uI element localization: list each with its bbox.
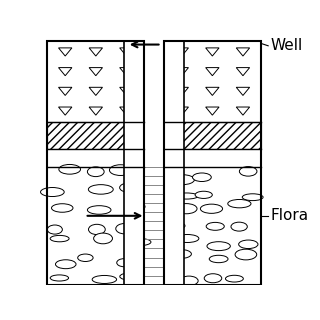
Ellipse shape xyxy=(228,199,251,208)
Ellipse shape xyxy=(204,274,222,283)
Polygon shape xyxy=(206,68,219,76)
Ellipse shape xyxy=(50,236,69,242)
Bar xyxy=(164,149,261,166)
Bar xyxy=(47,149,144,166)
Bar xyxy=(164,166,261,285)
Ellipse shape xyxy=(117,259,132,267)
Polygon shape xyxy=(89,87,102,95)
Ellipse shape xyxy=(109,165,132,175)
Ellipse shape xyxy=(195,191,212,198)
Polygon shape xyxy=(120,107,133,115)
Polygon shape xyxy=(89,107,102,115)
Bar xyxy=(47,41,144,122)
Ellipse shape xyxy=(170,175,194,185)
Ellipse shape xyxy=(78,254,93,261)
Ellipse shape xyxy=(127,238,151,246)
Ellipse shape xyxy=(120,183,138,192)
Polygon shape xyxy=(59,48,72,56)
Polygon shape xyxy=(59,68,72,76)
Polygon shape xyxy=(236,48,250,56)
Ellipse shape xyxy=(52,204,73,212)
Polygon shape xyxy=(89,48,102,56)
Polygon shape xyxy=(59,87,72,95)
Polygon shape xyxy=(206,48,219,56)
Ellipse shape xyxy=(209,255,228,263)
Ellipse shape xyxy=(41,188,64,196)
Text: Flora: Flora xyxy=(271,208,309,223)
Ellipse shape xyxy=(175,193,198,199)
Ellipse shape xyxy=(206,222,224,230)
Bar xyxy=(144,41,164,166)
Polygon shape xyxy=(175,87,188,95)
Ellipse shape xyxy=(239,167,257,176)
Ellipse shape xyxy=(47,225,62,234)
Ellipse shape xyxy=(88,185,113,194)
Ellipse shape xyxy=(176,235,199,243)
Bar xyxy=(164,41,261,285)
Bar xyxy=(47,166,144,285)
Ellipse shape xyxy=(87,167,104,177)
Ellipse shape xyxy=(50,275,68,281)
Ellipse shape xyxy=(116,223,134,234)
Polygon shape xyxy=(236,107,250,115)
Polygon shape xyxy=(175,68,188,76)
Text: Well: Well xyxy=(271,38,303,53)
Ellipse shape xyxy=(207,242,230,251)
Ellipse shape xyxy=(87,206,111,214)
Polygon shape xyxy=(59,107,72,115)
Polygon shape xyxy=(120,87,133,95)
Polygon shape xyxy=(120,48,133,56)
Ellipse shape xyxy=(226,275,243,282)
Ellipse shape xyxy=(55,260,76,269)
Bar xyxy=(164,122,261,149)
Polygon shape xyxy=(206,87,219,95)
Polygon shape xyxy=(206,107,219,115)
Bar xyxy=(164,41,261,122)
Bar xyxy=(47,41,144,285)
Polygon shape xyxy=(175,48,188,56)
Ellipse shape xyxy=(130,203,145,210)
Polygon shape xyxy=(175,107,188,115)
Polygon shape xyxy=(120,68,133,76)
Polygon shape xyxy=(236,68,250,76)
Ellipse shape xyxy=(94,233,112,244)
Ellipse shape xyxy=(242,194,263,201)
Ellipse shape xyxy=(175,204,197,214)
Ellipse shape xyxy=(92,276,116,284)
Bar xyxy=(164,41,184,285)
Ellipse shape xyxy=(235,249,257,260)
Ellipse shape xyxy=(231,222,247,231)
Ellipse shape xyxy=(193,173,211,181)
Ellipse shape xyxy=(169,250,191,259)
Ellipse shape xyxy=(239,240,258,249)
Bar xyxy=(124,41,144,285)
Polygon shape xyxy=(89,68,102,76)
Ellipse shape xyxy=(59,164,81,174)
Ellipse shape xyxy=(168,222,185,229)
Ellipse shape xyxy=(200,204,223,213)
Ellipse shape xyxy=(89,224,105,235)
Polygon shape xyxy=(236,87,250,95)
Ellipse shape xyxy=(120,273,141,280)
Bar xyxy=(47,122,144,149)
Ellipse shape xyxy=(180,276,198,285)
